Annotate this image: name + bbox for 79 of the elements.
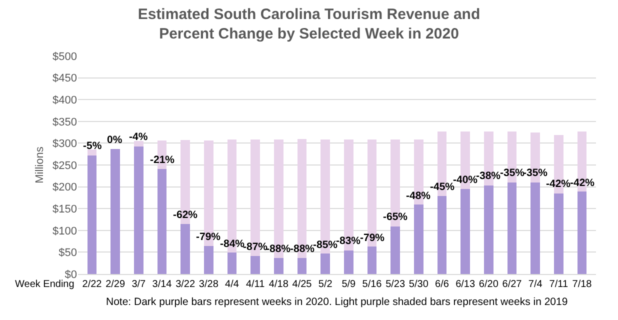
- x-tick-label: 4/11: [246, 279, 266, 290]
- x-tick-label: 6/27: [502, 279, 522, 290]
- x-tick-label: 5/23: [386, 279, 406, 290]
- annotation: -48%: [406, 190, 432, 202]
- bar: [157, 168, 167, 274]
- annotation: -88%: [290, 243, 316, 255]
- y-tick-label: $350: [52, 116, 77, 128]
- annotation: -62%: [173, 209, 198, 221]
- y-tick-label: $400: [52, 94, 77, 106]
- annotation: -40%: [453, 174, 478, 186]
- bar: [577, 192, 587, 274]
- annotation: -88%: [266, 243, 292, 255]
- x-tick-label: 6/6: [435, 279, 450, 290]
- x-tick-label: 7/4: [528, 279, 543, 290]
- x-tick-label: 5/9: [342, 279, 356, 290]
- x-tick-label: 5/16: [362, 279, 382, 290]
- y-tick-label: $100: [52, 225, 77, 238]
- x-tick-label: 3/14: [152, 279, 172, 290]
- bar: [110, 148, 120, 274]
- bar: [367, 246, 377, 274]
- x-tick-label: 4/4: [225, 279, 240, 290]
- bar: [204, 246, 214, 274]
- bar: [554, 193, 564, 274]
- y-tick-label: $0: [64, 268, 77, 281]
- bar: [297, 258, 307, 274]
- bar: [460, 188, 470, 274]
- y-tick-label: $450: [52, 72, 77, 85]
- annotation: -21%: [150, 154, 176, 166]
- annotation: -83%: [336, 235, 362, 247]
- x-tick-label: 3/7: [132, 279, 146, 290]
- x-tick-label: 2/29: [106, 279, 126, 290]
- annotation: -42%: [570, 177, 596, 189]
- chart-title: Estimated South Carolina Tourism Revenue and Percent Change by Selected Week in 2020: [138, 6, 480, 43]
- x-tick-label: 2/22: [82, 279, 102, 290]
- bar: [134, 146, 144, 274]
- bar: [274, 258, 284, 274]
- bar: [390, 226, 400, 274]
- y-tick-label: $200: [52, 182, 77, 194]
- x-tick-label: 4/18: [268, 279, 289, 290]
- annotation: -42%: [546, 178, 572, 190]
- bar: [530, 182, 540, 274]
- x-tick-label: 6/13: [456, 279, 476, 290]
- x-tick-label: 4/25: [292, 279, 312, 290]
- x-tick-label: 5/30: [408, 279, 429, 290]
- x-axis-title: Week Ending: [15, 279, 74, 290]
- bar: [250, 256, 260, 274]
- annotation: -5%: [83, 140, 102, 152]
- y-tick-label: $300: [52, 138, 77, 150]
- annotation: -4%: [129, 131, 148, 143]
- bar: [87, 149, 97, 156]
- bar: [437, 196, 447, 274]
- x-tick-label: 7/11: [549, 279, 568, 290]
- annotation: -45%: [430, 181, 456, 193]
- annotation: -79%: [360, 232, 386, 244]
- y-tick-label: $50: [58, 247, 77, 260]
- x-tick-label: 3/22: [176, 279, 196, 290]
- bar: [87, 155, 97, 274]
- bar: [414, 204, 424, 274]
- x-tick-label: 7/18: [572, 279, 592, 290]
- bar: [484, 185, 494, 274]
- annotation: -38%: [476, 170, 502, 182]
- annotation: 0%: [107, 134, 123, 146]
- y-tick-label: $250: [52, 160, 77, 172]
- bar: [227, 252, 237, 274]
- y-tick-label: $500: [52, 50, 77, 63]
- bar: [507, 182, 517, 274]
- bar: [320, 254, 330, 274]
- y-axis-title: Millions: [34, 146, 46, 184]
- bar: [134, 141, 144, 146]
- x-tick-label: 3/28: [198, 279, 219, 290]
- text: Note: Dark purple bars represent weeks in 2020. Light purple shaded bars represent weeks in 2019: [106, 296, 568, 308]
- bar: [344, 250, 354, 274]
- x-tick-label: 6/20: [478, 279, 499, 290]
- bar: [180, 224, 190, 274]
- x-tick-label: 5/2: [318, 279, 333, 290]
- annotation: -85%: [313, 239, 338, 251]
- y-tick-label: $150: [52, 203, 77, 216]
- annotation: -79%: [196, 231, 222, 243]
- annotation: -65%: [383, 211, 408, 223]
